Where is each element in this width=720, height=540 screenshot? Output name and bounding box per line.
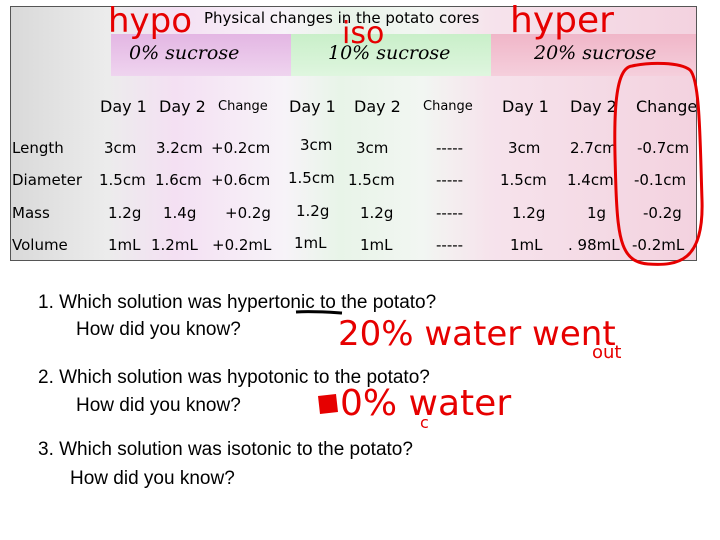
subheader: Change	[636, 97, 697, 116]
question-2: 2. Which solution was hypotonic to the p…	[38, 367, 430, 388]
header-band-10	[291, 34, 491, 76]
answer-1-note: out	[592, 342, 621, 363]
table-cell: +0.2cm	[211, 139, 271, 157]
question-1: 1. Which solution was hypertonic to the …	[38, 292, 437, 313]
subheader: Day 2	[570, 97, 617, 116]
subheader: Change	[423, 99, 473, 114]
subheader: Day 1	[289, 97, 336, 116]
table-cell: -0.1cm	[634, 171, 687, 189]
table-cell: 1.2g	[296, 202, 330, 220]
row-label-diameter: Diameter	[12, 171, 83, 189]
row-label-mass: Mass	[12, 204, 50, 222]
question-3: 3. Which solution was isotonic to the po…	[38, 439, 413, 460]
table-cell: -0.2mL	[632, 236, 685, 254]
subheader: Day 1	[100, 97, 147, 116]
table-cell: 1.2g	[360, 204, 394, 222]
subheader: Day 2	[354, 97, 401, 116]
question-2-prompt: How did you know?	[76, 395, 241, 416]
table-cell: -----	[436, 204, 464, 222]
table-cell: +0.6cm	[211, 171, 271, 189]
table-cell: 3cm	[300, 136, 333, 154]
header-band-0	[111, 34, 291, 76]
subheader: Day 2	[159, 97, 206, 116]
table-cell: 1.2g	[108, 204, 142, 222]
table-cell: 1.5cm	[348, 171, 395, 189]
answer-1-annotation: 20% water went	[338, 314, 616, 354]
table-cell: -0.2g	[643, 204, 682, 222]
table-cell: -----	[436, 139, 464, 157]
table-cell: 3cm	[356, 139, 389, 157]
scribble-mark	[318, 394, 338, 414]
row-label-length: Length	[12, 139, 64, 157]
solution-header-0: 0% sucrose	[129, 42, 240, 64]
question-3-prompt: How did you know?	[70, 468, 235, 489]
table-cell: 1.5cm	[99, 171, 146, 189]
row-label-volume: Volume	[12, 236, 68, 254]
table-cell: 1.5cm	[500, 171, 547, 189]
table-title: Physical changes in the potato cores	[204, 9, 480, 27]
table-cell: . 98mL	[568, 236, 620, 254]
table-cell: 1.2g	[512, 204, 546, 222]
table-cell: 1.5cm	[288, 169, 335, 187]
answer-2-annotation: 0% water	[340, 383, 511, 424]
subheader: Change	[218, 99, 268, 114]
solution-header-10: 10% sucrose	[328, 42, 451, 64]
table-cell: 1g	[587, 204, 607, 222]
answer-2-note: c	[420, 413, 429, 432]
table-cell: +0.2mL	[212, 236, 272, 254]
table-cell: -0.7cm	[637, 139, 690, 157]
table-cell: -----	[436, 171, 464, 189]
subheader: Day 1	[502, 97, 549, 116]
table-cell: +0.2g	[225, 204, 271, 222]
solution-header-20: 20% sucrose	[534, 42, 657, 64]
table-cell: 1mL	[294, 234, 327, 252]
table-cell: 1mL	[510, 236, 543, 254]
question-1-prompt: How did you know?	[76, 319, 241, 340]
data-table: Physical changes in the potato cores 0% …	[10, 6, 697, 261]
table-cell: 1mL	[108, 236, 141, 254]
table-cell: 3cm	[508, 139, 541, 157]
table-cell: 3.2cm	[156, 139, 203, 157]
table-cell: 2.7cm	[570, 139, 617, 157]
table-cell: 1mL	[360, 236, 393, 254]
table-cell: -----	[436, 236, 464, 254]
table-cell: 3cm	[104, 139, 137, 157]
table-cell: 1.4cm	[567, 171, 614, 189]
table-cell: 1.4g	[163, 204, 197, 222]
table-cell: 1.6cm	[155, 171, 202, 189]
table-cell: 1.2mL	[151, 236, 198, 254]
